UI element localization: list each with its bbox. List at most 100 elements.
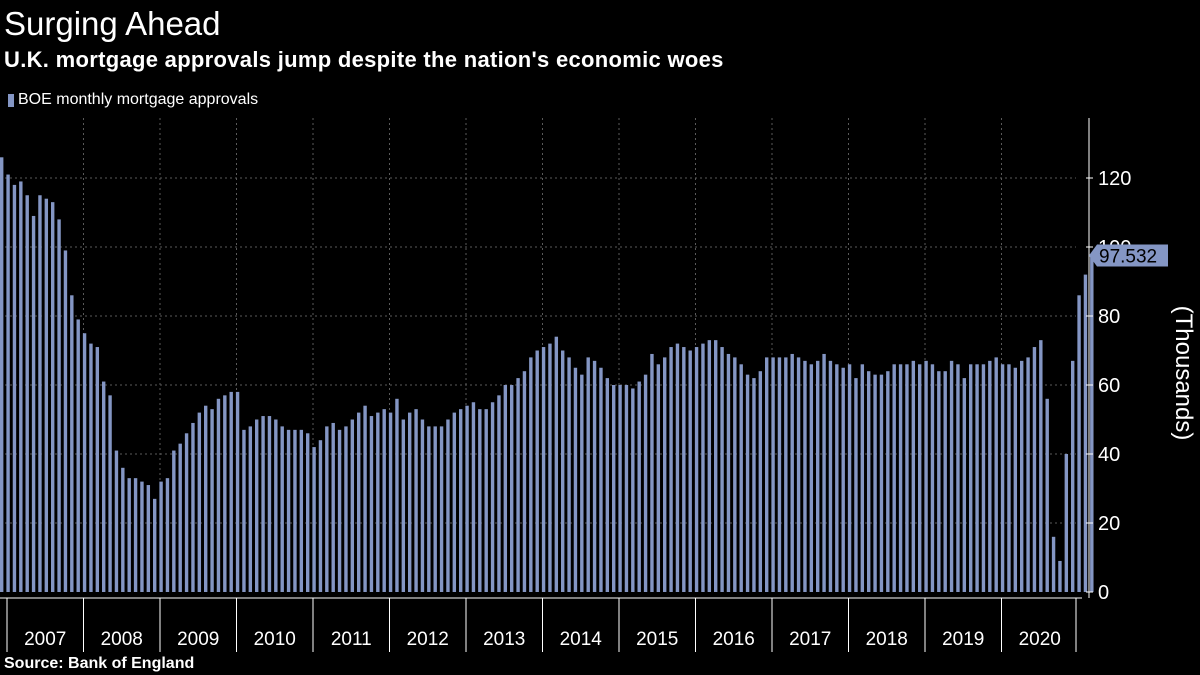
bar [535, 350, 539, 592]
bar [1083, 274, 1088, 592]
bar [286, 429, 291, 592]
x-tick-label: 2015 [636, 629, 678, 650]
bar [918, 364, 922, 592]
bar [1090, 255, 1094, 593]
bar [580, 374, 584, 592]
bar [714, 340, 718, 592]
bar [401, 419, 406, 592]
callout-box [1089, 244, 1168, 267]
bar [860, 364, 865, 592]
bar [930, 364, 935, 592]
x-tick-label: 2016 [713, 629, 755, 650]
bar [796, 357, 801, 592]
bar [184, 433, 189, 592]
bar [682, 347, 686, 592]
bar [701, 343, 705, 592]
bar [765, 357, 769, 592]
bar [369, 416, 374, 592]
bar [529, 357, 533, 592]
bar [784, 357, 788, 592]
bar [108, 395, 112, 592]
x-tick-label: 2020 [1019, 629, 1061, 650]
bar [720, 347, 724, 592]
bar [561, 350, 565, 592]
bar [637, 381, 641, 592]
bar [325, 426, 329, 592]
source-note: Source: Bank of England [4, 655, 195, 672]
bar [204, 405, 208, 592]
bar [892, 364, 896, 592]
bar [1020, 360, 1024, 592]
y-tick-label: 80 [1098, 306, 1120, 328]
bar [38, 195, 42, 592]
bar [962, 378, 967, 592]
bar [165, 478, 170, 592]
bar [624, 385, 629, 592]
bar [956, 364, 960, 592]
axes: 0204060801001202007200820092010201120122… [0, 118, 1131, 652]
bar [777, 357, 782, 592]
bar [420, 419, 425, 592]
x-tick-label: 2007 [24, 629, 66, 650]
bar [382, 409, 386, 592]
y-tick-label: 0 [1098, 582, 1109, 604]
bar [847, 364, 852, 592]
bar [694, 347, 699, 592]
bar [478, 409, 482, 592]
bar [331, 422, 335, 592]
bar [675, 343, 680, 592]
bar [172, 450, 176, 592]
bar [408, 412, 412, 592]
bar [95, 347, 100, 592]
bar [19, 181, 23, 592]
bar [497, 395, 501, 592]
bar [376, 412, 380, 592]
bar [427, 426, 431, 592]
bar [592, 360, 597, 592]
bar [57, 219, 61, 592]
bar [51, 202, 55, 592]
x-tick-label: 2010 [254, 629, 296, 650]
bar [803, 360, 807, 592]
bar [567, 357, 571, 592]
y-tick-label: 120 [1098, 168, 1131, 190]
bar [223, 395, 227, 592]
bar [911, 360, 916, 592]
bar [828, 360, 833, 592]
bar [988, 360, 992, 592]
bar-series [0, 157, 1094, 593]
bar [879, 374, 884, 592]
bar [0, 157, 4, 593]
bar [522, 371, 527, 592]
bar [650, 353, 654, 592]
bar [433, 426, 437, 592]
legend-swatch [8, 93, 14, 107]
y-tick-label: 20 [1098, 513, 1120, 535]
x-tick-label: 2014 [560, 629, 603, 650]
bar [924, 360, 928, 592]
bar [612, 385, 616, 592]
bar [643, 374, 648, 592]
bar [516, 378, 520, 592]
bar [414, 409, 418, 592]
bar [261, 416, 265, 592]
bar [1077, 295, 1081, 592]
bar [790, 353, 794, 592]
bar [235, 391, 240, 592]
bar [274, 419, 278, 592]
bar [975, 364, 979, 592]
bar [76, 319, 80, 592]
bar [216, 398, 221, 592]
bar [306, 433, 310, 592]
bar [1000, 364, 1005, 592]
x-tick-label: 2017 [789, 629, 831, 650]
bar [586, 357, 590, 592]
bar [490, 402, 495, 592]
bar [656, 364, 661, 592]
bar [1064, 454, 1069, 592]
bar [688, 350, 692, 592]
bar [153, 498, 157, 592]
bar [248, 426, 253, 592]
bar [191, 422, 195, 592]
bar [89, 343, 93, 592]
